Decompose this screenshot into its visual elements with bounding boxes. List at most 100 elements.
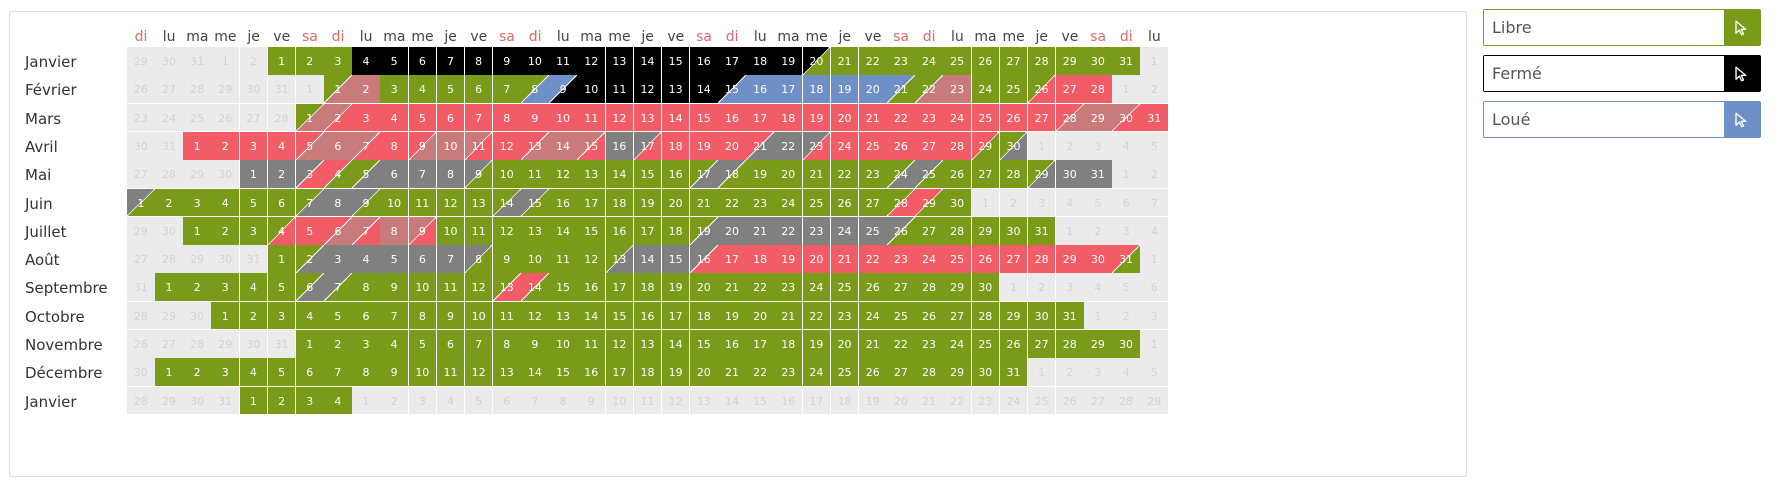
calendar-day[interactable]: 23 xyxy=(802,216,832,246)
calendar-day[interactable]: 30 xyxy=(1084,47,1113,76)
calendar-day[interactable]: 12 xyxy=(464,273,494,303)
calendar-day[interactable]: 7 xyxy=(464,103,494,133)
calendar-day[interactable]: 2 xyxy=(211,131,241,161)
calendar-day[interactable]: 25 xyxy=(943,245,972,274)
calendar-day[interactable]: 27 xyxy=(943,301,972,331)
calendar-day[interactable]: 26 xyxy=(943,160,972,189)
calendar-day[interactable]: 15 xyxy=(633,160,663,189)
calendar-day[interactable]: 1 xyxy=(183,131,212,161)
calendar-day[interactable]: 24 xyxy=(915,245,944,274)
calendar-day[interactable]: 2 xyxy=(352,75,381,105)
calendar-day[interactable]: 12 xyxy=(605,330,635,359)
calendar-day[interactable]: 8 xyxy=(408,301,438,331)
calendar-day[interactable]: 12 xyxy=(549,160,578,189)
calendar-day[interactable]: 1 xyxy=(267,47,297,76)
calendar-day[interactable]: 20 xyxy=(830,330,860,359)
calendar-day[interactable]: 17 xyxy=(718,245,747,274)
calendar-day[interactable]: 20 xyxy=(690,358,719,388)
calendar-day[interactable]: 20 xyxy=(830,103,860,133)
calendar-day[interactable]: 17 xyxy=(633,216,663,246)
calendar-day[interactable]: 30 xyxy=(1055,160,1085,189)
calendar-day[interactable]: 27 xyxy=(1027,330,1057,359)
calendar-day[interactable]: 22 xyxy=(858,245,888,274)
calendar-day[interactable]: 30 xyxy=(999,131,1029,161)
calendar-day[interactable]: 13 xyxy=(577,160,607,189)
calendar-day[interactable]: 5 xyxy=(380,47,409,76)
calendar-day[interactable]: 2 xyxy=(183,273,212,303)
calendar-day[interactable]: 29 xyxy=(943,358,972,388)
calendar-day[interactable]: 8 xyxy=(521,75,550,105)
calendar-day[interactable]: 17 xyxy=(718,47,747,76)
calendar-day[interactable]: 17 xyxy=(633,131,663,161)
calendar-day[interactable]: 10 xyxy=(577,75,607,105)
calendar-day[interactable]: 11 xyxy=(464,131,494,161)
calendar-day[interactable]: 13 xyxy=(633,103,663,133)
calendar-day[interactable]: 24 xyxy=(830,216,860,246)
calendar-day[interactable]: 20 xyxy=(802,47,832,76)
calendar-day[interactable]: 21 xyxy=(858,330,888,359)
calendar-day[interactable]: 6 xyxy=(352,301,381,331)
calendar-day[interactable]: 24 xyxy=(943,103,972,133)
calendar-day[interactable]: 5 xyxy=(267,358,297,388)
calendar-day[interactable]: 8 xyxy=(324,188,353,218)
calendar-day[interactable]: 31 xyxy=(1027,216,1057,246)
calendar-day[interactable]: 2 xyxy=(324,103,353,133)
calendar-day[interactable]: 19 xyxy=(746,160,775,189)
calendar-day[interactable]: 31 xyxy=(1112,245,1141,274)
calendar-day[interactable]: 14 xyxy=(577,301,607,331)
calendar-day[interactable]: 27 xyxy=(1055,75,1085,105)
calendar-day[interactable]: 22 xyxy=(774,216,804,246)
calendar-day[interactable]: 16 xyxy=(577,273,607,303)
calendar-day[interactable]: 17 xyxy=(746,103,775,133)
calendar-day[interactable]: 28 xyxy=(1027,47,1057,76)
calendar-day[interactable]: 4 xyxy=(239,358,269,388)
calendar-day[interactable]: 14 xyxy=(492,188,522,218)
calendar-day[interactable]: 28 xyxy=(1055,330,1085,359)
calendar-day[interactable]: 14 xyxy=(549,131,578,161)
calendar-day[interactable]: 17 xyxy=(746,330,775,359)
calendar-day[interactable]: 30 xyxy=(1084,245,1113,274)
calendar-day[interactable]: 25 xyxy=(943,47,972,76)
calendar-day[interactable]: 28 xyxy=(1027,245,1057,274)
calendar-day[interactable]: 10 xyxy=(436,216,466,246)
calendar-day[interactable]: 3 xyxy=(324,245,353,274)
calendar-day[interactable]: 23 xyxy=(802,131,832,161)
calendar-day[interactable]: 13 xyxy=(492,273,522,303)
calendar-day[interactable]: 26 xyxy=(858,273,888,303)
calendar-day[interactable]: 1 xyxy=(211,301,241,331)
calendar-day[interactable]: 21 xyxy=(802,160,832,189)
calendar-day[interactable]: 3 xyxy=(211,358,241,388)
calendar-day[interactable]: 6 xyxy=(295,273,325,303)
calendar-day[interactable]: 4 xyxy=(352,47,381,76)
calendar-day[interactable]: 6 xyxy=(295,358,325,388)
calendar-day[interactable]: 3 xyxy=(324,47,353,76)
calendar-day[interactable]: 18 xyxy=(633,273,663,303)
calendar-day[interactable]: 23 xyxy=(746,188,775,218)
calendar-day[interactable]: 27 xyxy=(1027,103,1057,133)
calendar-day[interactable]: 22 xyxy=(887,330,916,359)
calendar-day[interactable]: 14 xyxy=(521,273,550,303)
calendar-day[interactable]: 18 xyxy=(746,47,775,76)
calendar-day[interactable]: 12 xyxy=(577,245,607,274)
calendar-day[interactable]: 16 xyxy=(690,245,719,274)
calendar-day[interactable]: 12 xyxy=(436,188,466,218)
calendar-day[interactable]: 23 xyxy=(830,301,860,331)
calendar-day[interactable]: 10 xyxy=(521,47,550,76)
calendar-day[interactable]: 22 xyxy=(774,131,804,161)
calendar-day[interactable]: 6 xyxy=(380,160,409,189)
calendar-day[interactable]: 9 xyxy=(408,216,438,246)
calendar-day[interactable]: 17 xyxy=(605,358,635,388)
calendar-day[interactable]: 5 xyxy=(408,103,438,133)
calendar-day[interactable]: 1 xyxy=(127,188,156,218)
calendar-day[interactable]: 7 xyxy=(436,245,466,274)
calendar-day[interactable]: 22 xyxy=(915,75,944,105)
calendar-day[interactable]: 18 xyxy=(718,160,747,189)
calendar-day[interactable]: 15 xyxy=(549,358,578,388)
calendar-day[interactable]: 25 xyxy=(858,216,888,246)
calendar-day[interactable]: 19 xyxy=(774,47,804,76)
calendar-day[interactable]: 26 xyxy=(887,216,916,246)
calendar-day[interactable]: 12 xyxy=(521,301,550,331)
calendar-day[interactable]: 18 xyxy=(661,216,691,246)
calendar-day[interactable]: 11 xyxy=(577,330,607,359)
calendar-day[interactable]: 12 xyxy=(577,47,607,76)
